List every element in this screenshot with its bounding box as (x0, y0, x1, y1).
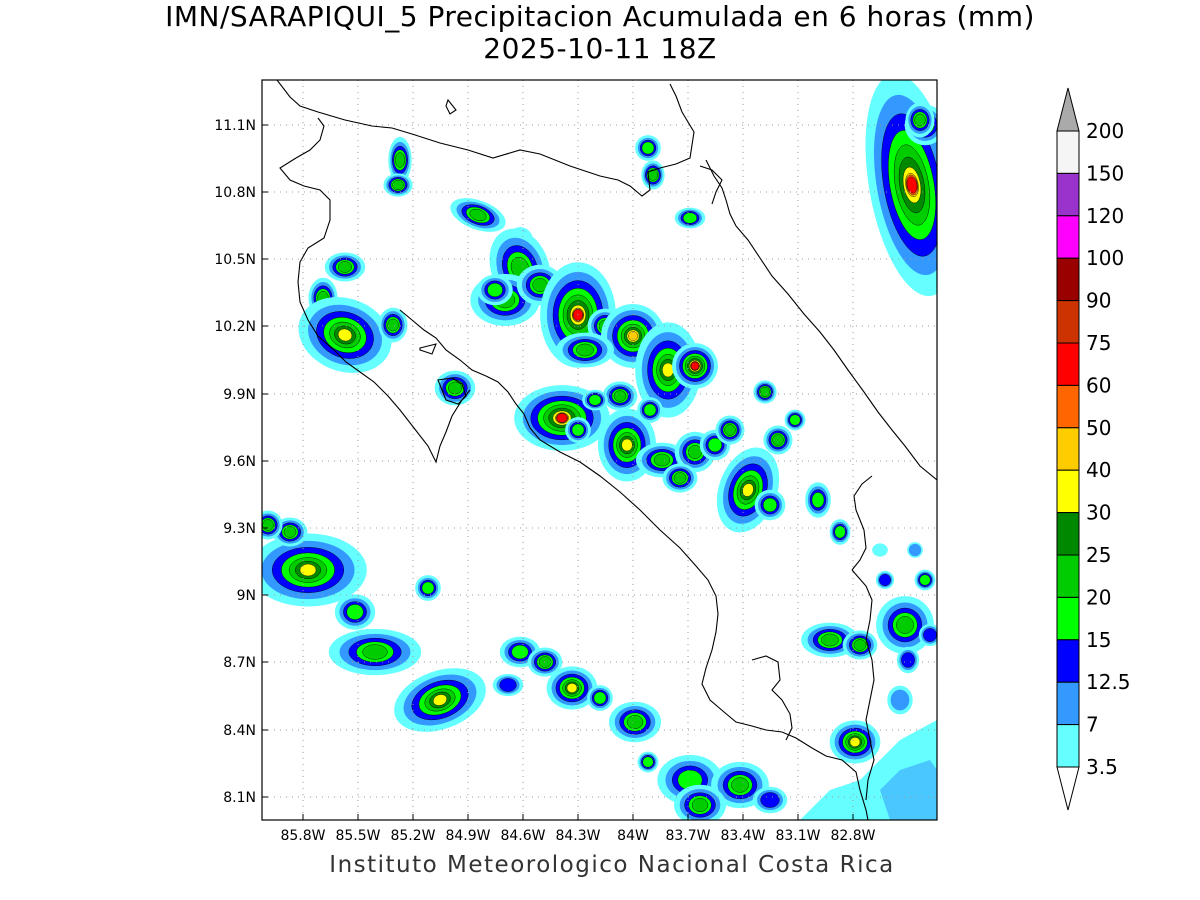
lake-shore (276, 80, 695, 197)
legend-label: 90 (1086, 289, 1111, 313)
legend-arrow-top (1056, 87, 1080, 132)
lon-tick-label: 84.3W (555, 828, 600, 844)
legend-label: 150 (1086, 161, 1124, 185)
lat-tick-label: 9.3N (223, 521, 256, 537)
longitude-labels: 85.8W 85.5W 85.2W 84.9W 84.6W 84.3W 84W 83.7W 83… (280, 814, 876, 844)
legend-label: 7 (1086, 713, 1099, 737)
lon-tick-label: 83.1W (775, 828, 820, 844)
legend-label: 15 (1086, 628, 1111, 652)
legend-label: 30 (1086, 501, 1111, 525)
panama-border (851, 475, 873, 571)
legend-label: 50 (1086, 416, 1111, 440)
precipitation-layer (262, 80, 937, 820)
legend-swatch (1056, 639, 1080, 683)
lat-tick-label: 11.1N (214, 118, 256, 134)
legend-label: 3.5 (1086, 755, 1118, 779)
lat-tick-label: 10.2N (214, 319, 256, 335)
lat-tick-label: 8.1N (223, 790, 256, 806)
lat-tick-label: 8.4N (223, 723, 256, 739)
legend-swatch (1056, 596, 1080, 641)
legend-swatch (1056, 469, 1080, 514)
coastline (276, 80, 937, 820)
latitude-labels: 11.1N 10.8N 10.5N 10.2N 9.9N 9.6N 9.3N 9N 8.7N 8.… (214, 118, 268, 806)
lon-tick-label: 85.2W (390, 828, 435, 844)
lat-tick-label: 9.6N (223, 454, 256, 470)
pacific-coast-north (279, 157, 471, 464)
legend-label: 60 (1086, 373, 1111, 397)
legend-label: 20 (1086, 585, 1111, 609)
legend-label: 40 (1086, 458, 1111, 482)
legend-swatch (1056, 342, 1080, 386)
legend-swatch (1056, 172, 1080, 217)
lat-tick-label: 9N (237, 588, 256, 604)
lat-tick-label: 10.5N (214, 252, 256, 268)
caribbean-coast (705, 159, 937, 481)
lat-tick-label: 8.7N (223, 655, 256, 671)
legend-arrow-bottom (1056, 766, 1080, 811)
lon-tick-label: 84.6W (500, 828, 545, 844)
gulf-of-nicoya (399, 309, 869, 820)
legend-label: 200 (1086, 119, 1124, 143)
lon-tick-label: 85.5W (335, 828, 380, 844)
legend-swatch (1056, 724, 1080, 768)
map-title: IMN/SARAPIQUI_5 Precipitacion Acumulada … (165, 0, 1035, 33)
legend-swatch (1056, 681, 1080, 726)
legend-label: 75 (1086, 331, 1111, 355)
legend-label: 100 (1086, 246, 1124, 270)
legend-swatch (1056, 215, 1080, 259)
osa-peninsula (751, 655, 793, 741)
legend-swatch (1056, 554, 1080, 598)
footer-credit: Instituto Meteorologico Nacional Costa R… (329, 852, 895, 878)
legend-label: 120 (1086, 204, 1124, 228)
legend-label: 12.5 (1086, 670, 1131, 694)
lon-tick-label: 85.8W (280, 828, 325, 844)
lon-tick-label: 82.8W (830, 828, 875, 844)
legend-swatch (1056, 130, 1080, 174)
color-legend: 200 150 120 100 90 75 60 50 40 30 25 20 15 12.5 7 3.5 (1056, 87, 1131, 811)
legend-label: 25 (1086, 543, 1111, 567)
lon-tick-label: 83.7W (665, 828, 710, 844)
plot-frame (261, 79, 938, 821)
legend-swatch (1056, 512, 1080, 556)
lat-tick-label: 10.8N (214, 185, 256, 201)
lon-tick-label: 84W (617, 828, 649, 844)
legend-swatch (1056, 257, 1080, 302)
legend-swatch (1056, 300, 1080, 344)
lon-tick-label: 83.4W (720, 828, 765, 844)
map-subtitle: 2025-10-11 18Z (483, 32, 717, 65)
lon-tick-label: 84.9W (445, 828, 490, 844)
legend-swatch (1056, 384, 1080, 429)
lat-tick-label: 9.9N (223, 387, 256, 403)
legend-swatch (1056, 427, 1080, 471)
